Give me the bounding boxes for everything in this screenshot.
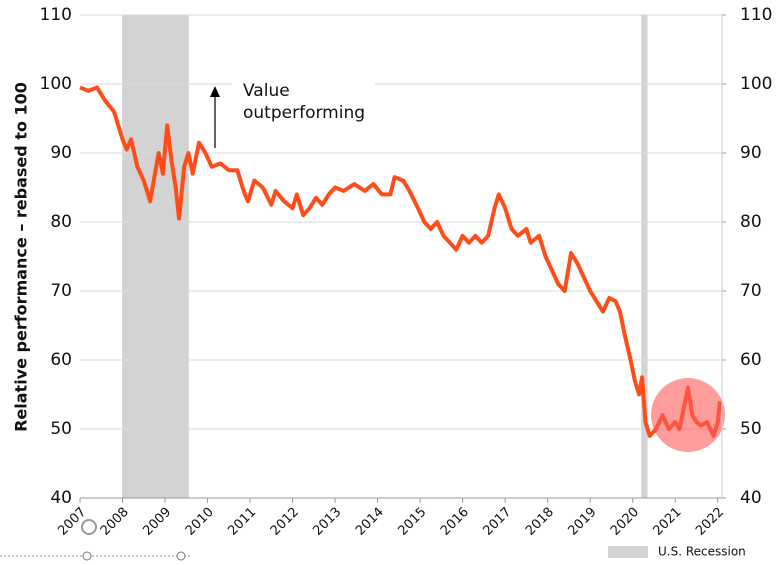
x-tick-label: 2021 [651, 505, 685, 539]
y-tick-label: 40 [50, 488, 72, 508]
y2-tick-label: 80 [740, 212, 762, 232]
x-tick-label: 2020 [608, 505, 642, 539]
recession-band [641, 15, 648, 498]
y2-tick-label: 60 [740, 350, 762, 370]
x-tick-label: 2011 [225, 505, 259, 539]
ui-handle[interactable] [81, 519, 97, 535]
x-tick-label: 2013 [310, 505, 344, 539]
y-tick-label: 100 [40, 74, 72, 94]
y-tick-label: 90 [50, 143, 72, 163]
annotation-bg [232, 72, 375, 132]
y-tick-label: 60 [50, 350, 72, 370]
annotation-arrowhead [210, 86, 220, 97]
annotation-text: Value [243, 81, 290, 101]
y2-tick-label: 50 [740, 419, 762, 439]
y2-tick-label: 70 [740, 281, 762, 301]
x-tick-label: 2010 [183, 505, 217, 539]
y-axis-label: Relative performance – rebased to 100 [12, 82, 31, 432]
y-tick-label: 80 [50, 212, 72, 232]
recession-band [122, 15, 189, 498]
y2-tick-label: 40 [740, 488, 762, 508]
x-tick-label: 2008 [98, 505, 132, 539]
annotation-text: outperforming [243, 103, 365, 123]
y-tick-label: 50 [50, 419, 72, 439]
ui-handle[interactable] [82, 551, 92, 561]
x-tick-label: 2018 [523, 505, 557, 539]
highlight-circle [651, 378, 725, 452]
ui-handle[interactable] [176, 551, 186, 561]
x-tick-label: 2014 [353, 505, 387, 539]
y2-tick-label: 100 [740, 74, 772, 94]
y-tick-label: 110 [40, 5, 72, 25]
y2-tick-label: 90 [740, 143, 762, 163]
y2-tick-label: 110 [740, 5, 772, 25]
x-tick-label: 2019 [565, 505, 599, 539]
legend-label: U.S. Recession [658, 545, 746, 559]
x-tick-label: 2015 [395, 505, 429, 539]
x-tick-label: 2012 [268, 505, 302, 539]
x-tick-label: 2016 [438, 505, 472, 539]
data-line [79, 85, 722, 438]
y-tick-label: 70 [50, 281, 72, 301]
x-tick-label: 2017 [480, 505, 514, 539]
x-tick-label: 2022 [693, 505, 727, 539]
legend-swatch [608, 546, 648, 558]
x-tick-label: 2009 [140, 505, 174, 539]
